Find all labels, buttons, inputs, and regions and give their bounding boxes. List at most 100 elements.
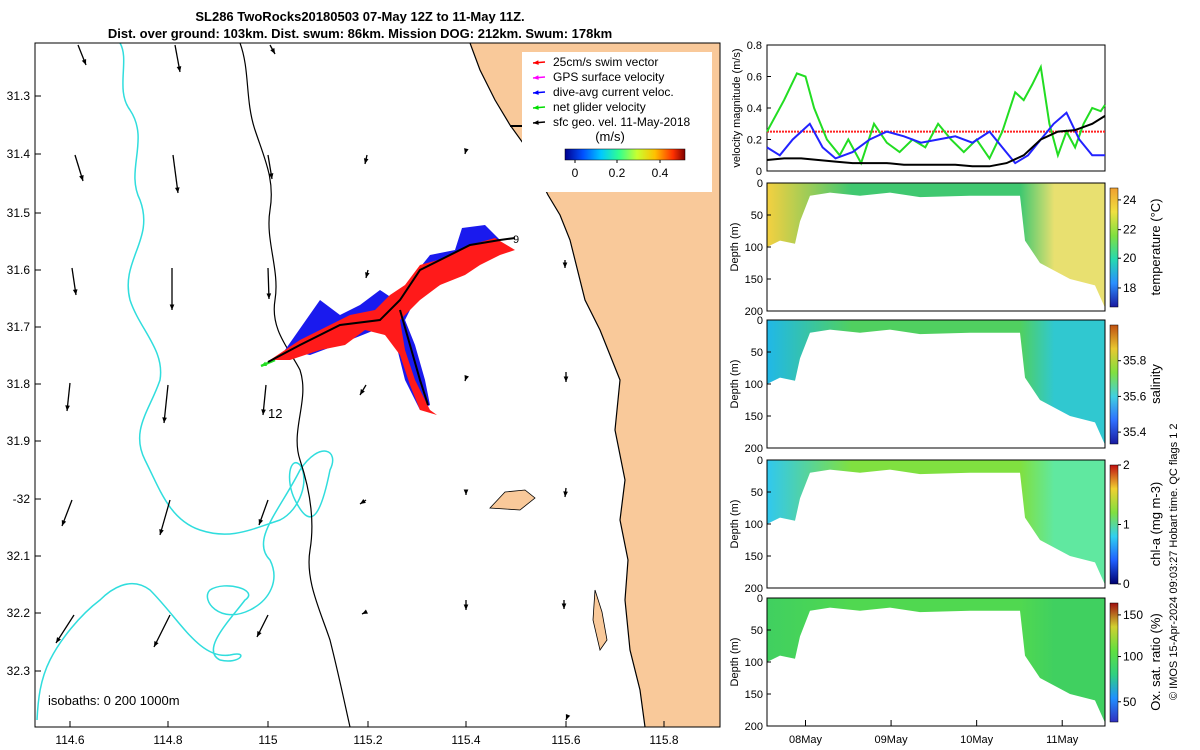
depth-axis-label: Depth (m) bbox=[729, 223, 741, 272]
section-label: chl-a (mg m-3) bbox=[1148, 482, 1163, 567]
net-glider-velocity-arrow bbox=[260, 358, 276, 368]
lon-tick-label: 114.6 bbox=[55, 733, 84, 747]
lat-tick-label: -32 bbox=[13, 492, 31, 506]
section-panel: 0 50 100 150 200 Depth (m) 35.4 35.6 35.8salinit… bbox=[729, 315, 1163, 455]
current-arrow bbox=[463, 600, 469, 610]
current-arrow bbox=[65, 382, 71, 412]
isobath-1000m bbox=[36, 43, 334, 721]
swim-vector-swath bbox=[270, 238, 515, 415]
glider-track-branch bbox=[399, 309, 429, 406]
lon-tick-label: 115.6 bbox=[551, 733, 580, 747]
current-arrow bbox=[169, 268, 175, 310]
lat-tick-label: 31.4 bbox=[7, 147, 31, 161]
colorbar-tick-label: 35.8 bbox=[1123, 354, 1147, 368]
velocity-y-label: velocity magnitude (m/s) bbox=[731, 48, 743, 167]
legend-entry: dive-avg current veloc. bbox=[553, 85, 674, 99]
current-arrow bbox=[359, 384, 367, 396]
velocity-y-tick-label: 0.4 bbox=[747, 103, 762, 115]
colorbar-tick-label: 100 bbox=[1123, 650, 1143, 664]
section-data-fill bbox=[767, 598, 1105, 723]
colorbar-tick-label: 1 bbox=[1123, 518, 1130, 532]
lat-tick-label: 32.2 bbox=[7, 606, 31, 620]
colorbar-tick-label: 2 bbox=[1123, 458, 1130, 472]
isobath-200m bbox=[239, 43, 351, 727]
colorbar-tick-label: 0 bbox=[1123, 577, 1130, 591]
depth-tick-label: 0 bbox=[757, 315, 763, 327]
legend-unit: (m/s) bbox=[595, 129, 625, 144]
section-label: salinity bbox=[1148, 364, 1163, 404]
section-data-fill bbox=[767, 320, 1105, 445]
section-data-fill bbox=[767, 460, 1105, 585]
current-arrow bbox=[266, 267, 272, 300]
legend-swatch bbox=[532, 75, 546, 80]
depth-tick-label: 100 bbox=[745, 242, 763, 254]
current-arrow bbox=[153, 614, 171, 648]
depth-tick-label: 50 bbox=[751, 625, 763, 637]
current-arrow bbox=[561, 600, 567, 609]
velocity-series-line bbox=[766, 115, 1106, 168]
lon-tick-label: 115.2 bbox=[353, 733, 382, 747]
current-arrow bbox=[464, 148, 469, 155]
velocity-series-line bbox=[766, 63, 1106, 166]
current-arrow bbox=[77, 44, 87, 66]
depth-tick-label: 200 bbox=[745, 443, 763, 455]
legend-swatch bbox=[532, 105, 546, 110]
depth-axis-label: Depth (m) bbox=[729, 360, 741, 409]
copyright-note: © IMOS 15-Apr-2024 09:03:27 Hobart time.… bbox=[1168, 423, 1180, 700]
section-panel: 0 50 100 150 200 Depth (m) 50 100 150 Ox. sat. ra… bbox=[729, 593, 1163, 733]
time-tick-label: 09May bbox=[875, 734, 909, 746]
depth-tick-label: 50 bbox=[751, 487, 763, 499]
timeseries-panel: 0 0.2 0.4 0.6 0.8 velocity magnitude (m/s) 0 50… bbox=[729, 40, 1163, 746]
current-arrow bbox=[256, 614, 269, 638]
legend-swatch bbox=[532, 120, 546, 125]
lat-tick-label: 31.8 bbox=[7, 377, 31, 391]
time-tick-label: 11May bbox=[1046, 734, 1079, 746]
chart-subtitle: Dist. over ground: 103km. Dist. swum: 86… bbox=[107, 26, 613, 41]
depth-tick-label: 0 bbox=[757, 178, 763, 190]
velocity-series-line bbox=[766, 111, 1105, 165]
depth-tick-label: 150 bbox=[745, 411, 763, 423]
depth-tick-label: 150 bbox=[745, 689, 763, 701]
current-arrow bbox=[74, 154, 84, 182]
current-arrow bbox=[55, 614, 75, 644]
current-arrow bbox=[359, 498, 367, 505]
current-arrow bbox=[258, 499, 269, 526]
lon-tick-label: 114.8 bbox=[153, 733, 182, 747]
colorbar-tick-label: 18 bbox=[1123, 281, 1137, 295]
depth-axis-label: Depth (m) bbox=[729, 500, 741, 549]
lat-tick-label: 31.3 bbox=[7, 89, 31, 103]
depth-tick-label: 50 bbox=[751, 347, 763, 359]
track-end-label: 12 bbox=[268, 406, 282, 421]
current-arrow bbox=[174, 44, 182, 73]
depth-axis-label: Depth (m) bbox=[729, 638, 741, 687]
colorbar-tick-label: 22 bbox=[1123, 223, 1137, 237]
current-arrow bbox=[361, 609, 368, 615]
lat-tick-label: 31.5 bbox=[7, 206, 31, 220]
depth-tick-label: 200 bbox=[745, 721, 763, 733]
depth-tick-label: 0 bbox=[757, 455, 763, 467]
legend-entry: 25cm/s swim vector bbox=[553, 55, 658, 69]
legend-entry: sfc geo. vel. 11-May-2018 bbox=[553, 115, 691, 129]
section-data-fill bbox=[767, 183, 1105, 308]
current-arrow bbox=[61, 499, 73, 527]
section-label: temperature (°C) bbox=[1148, 199, 1163, 296]
current-arrow bbox=[71, 267, 78, 296]
legend-box bbox=[522, 52, 712, 192]
section-colorbar bbox=[1109, 464, 1119, 585]
depth-tick-label: 150 bbox=[745, 551, 763, 563]
current-arrow bbox=[162, 384, 169, 424]
current-arrow bbox=[269, 44, 276, 55]
legend-swatch bbox=[532, 60, 546, 65]
section-panel: 0 50 100 150 200 Depth (m) 18 20 22 24 temperature… bbox=[729, 178, 1163, 318]
lat-tick-label: 31.7 bbox=[7, 320, 31, 334]
current-arrow bbox=[565, 714, 571, 721]
current-arrow bbox=[562, 260, 568, 268]
current-arrow bbox=[563, 372, 569, 382]
velocity-plot-frame bbox=[766, 44, 1106, 172]
track-start-label: 9 bbox=[513, 234, 519, 246]
lon-tick-label: 115 bbox=[258, 733, 277, 747]
island-south bbox=[592, 589, 608, 651]
velocity-y-tick-label: 0.6 bbox=[747, 72, 762, 84]
current-arrow bbox=[463, 489, 469, 495]
colorbar-tick-label: 0 bbox=[572, 166, 579, 180]
